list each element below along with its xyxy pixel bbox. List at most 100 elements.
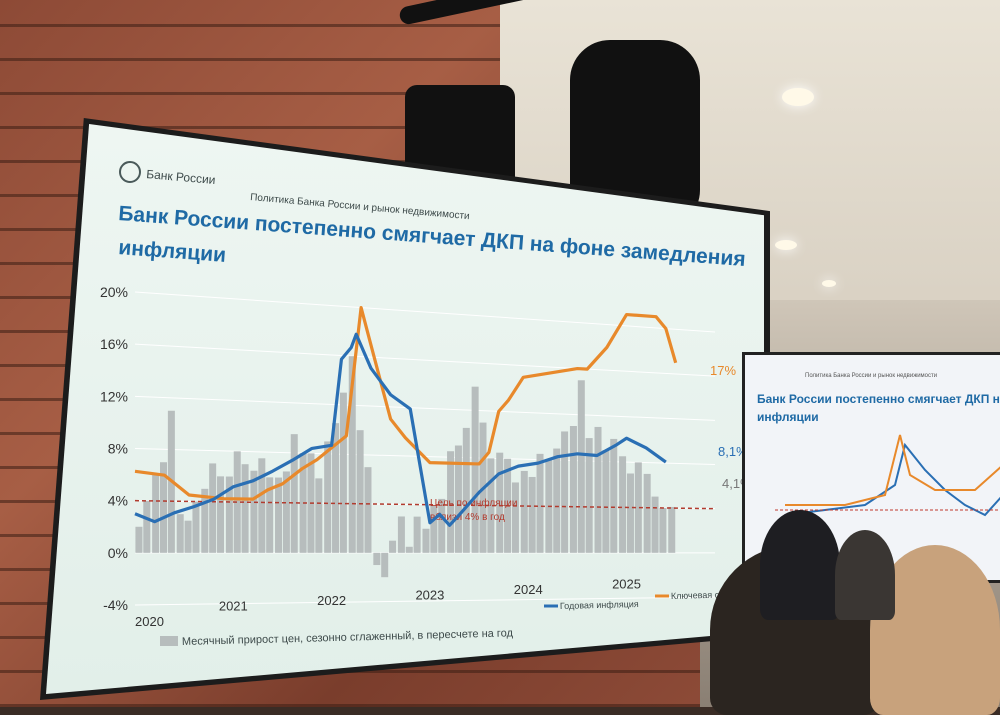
monthly-bar — [511, 482, 519, 553]
bank-logo — [119, 161, 141, 183]
gridline — [134, 291, 716, 333]
secondary-title-line2: инфляции — [757, 410, 819, 424]
target-label: вблизи 4% в год — [430, 511, 505, 523]
inflation-end-label: 8,1% — [718, 444, 748, 459]
monthly-bar — [462, 427, 470, 553]
monthly-bar — [397, 516, 405, 553]
monthly-bar — [389, 540, 397, 553]
legend-label-inflation: Годовая инфляция — [560, 599, 639, 611]
monthly-bar — [339, 392, 347, 553]
monthly-bar — [381, 552, 389, 578]
x-tick-label: 2023 — [415, 588, 444, 603]
legend-swatch-monthly — [160, 636, 178, 646]
gridline — [134, 395, 716, 421]
monthly-bar — [471, 386, 479, 553]
y-tick-label: 4% — [108, 493, 128, 509]
monthly-bar — [241, 464, 249, 553]
ceiling-light — [775, 240, 797, 250]
y-tick-label: -4% — [103, 597, 128, 613]
monthly-bar — [454, 445, 462, 553]
monthly-bar — [217, 476, 225, 553]
monthly-bar — [561, 431, 569, 553]
monthly-bar — [668, 506, 676, 553]
target-line — [134, 499, 716, 510]
secondary-rate-line — [785, 434, 1000, 506]
y-tick-label: 8% — [108, 441, 128, 457]
monthly-bar — [275, 477, 283, 553]
monthly-bar — [422, 528, 430, 553]
monthly-bar — [209, 463, 217, 553]
y-tick-label: 12% — [100, 388, 128, 404]
gridline — [134, 596, 716, 606]
y-tick-label: 16% — [100, 336, 128, 352]
monthly-bar — [405, 546, 413, 553]
rate-end-label: 17% — [710, 363, 736, 378]
monthly-bar — [250, 470, 258, 553]
ceiling-light — [782, 88, 814, 106]
monthly-bar — [626, 473, 634, 553]
monthly-bar — [176, 514, 184, 553]
monthly-bar — [324, 441, 332, 553]
monthly-bar — [619, 456, 627, 553]
audience-person — [760, 510, 840, 620]
monthly-bar — [634, 462, 642, 553]
monthly-bar — [225, 476, 233, 553]
monthly-bar — [594, 426, 602, 553]
monthly-bar — [290, 434, 298, 553]
monthly-bar — [332, 423, 340, 553]
monthly-bar — [143, 500, 151, 553]
monthly-bar — [496, 452, 504, 553]
monthly-bar — [659, 507, 667, 553]
monthly-bar — [266, 477, 274, 553]
inflation-line — [134, 332, 667, 527]
monthly-bar — [233, 451, 241, 553]
x-tick-label: 2025 — [612, 577, 641, 592]
monthly-bar — [447, 451, 455, 553]
monthly-bar — [520, 470, 528, 553]
monthly-bar — [315, 478, 323, 553]
monthly-bar — [364, 467, 372, 553]
monthly-bar — [610, 438, 618, 553]
key-rate-line — [134, 305, 678, 501]
monthly-bar — [430, 504, 438, 553]
target-label: Цель по инфляции — [430, 497, 517, 509]
legend-label-rate: Ключевая ставка — [671, 589, 742, 601]
x-tick-label: 2022 — [317, 593, 346, 608]
monthly-bar — [487, 458, 495, 553]
monthly-bar — [201, 488, 209, 553]
secondary-slide: Политика Банка России и рынок недвижимос… — [757, 373, 1000, 517]
monthly-bar — [282, 471, 290, 553]
y-tick-label: 0% — [108, 545, 128, 561]
monthly-bar — [152, 475, 160, 553]
audience-person — [835, 530, 895, 620]
monthly-bar — [577, 380, 585, 553]
monthly-bar — [528, 476, 536, 553]
legend-label-monthly: Месячный прирост цен, сезонно сглаженный… — [182, 627, 514, 648]
secondary-title-line1: Банк России постепенно смягчает ДКП на — [757, 392, 1000, 406]
presentation-screen — [46, 124, 764, 694]
gridline — [134, 343, 716, 377]
monthly-bar — [569, 426, 577, 553]
monthly-bar — [536, 453, 544, 553]
ceiling-light — [822, 280, 836, 287]
monthly-bar — [160, 462, 168, 553]
monthly-bar — [651, 496, 659, 553]
slide-title-line2: инфляции — [118, 236, 227, 267]
x-tick-label: 2021 — [219, 599, 248, 614]
monthly-bar — [135, 526, 143, 553]
monthly-bar — [184, 520, 192, 553]
monthly-bar — [602, 450, 610, 553]
monthly-bar — [373, 552, 381, 566]
monthly-bar — [413, 516, 421, 553]
monthly-bar — [585, 438, 593, 553]
monthly-bar — [553, 448, 561, 553]
monthly-bar — [258, 458, 266, 553]
monthly-bar — [356, 430, 364, 553]
y-tick-label: 20% — [100, 284, 128, 300]
x-tick-label: 2024 — [514, 582, 543, 597]
x-tick-label: 2020 — [135, 614, 164, 629]
monthly-bar — [438, 498, 446, 553]
monthly-bar — [192, 501, 200, 553]
monthly-bar — [643, 473, 651, 553]
